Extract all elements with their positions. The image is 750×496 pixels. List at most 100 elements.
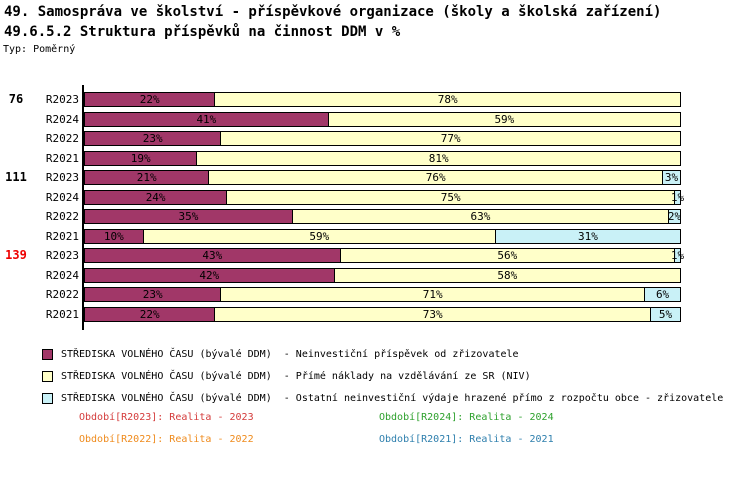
bar-segment: 22% bbox=[84, 92, 216, 107]
bar-segment: 21% bbox=[84, 170, 210, 185]
row-period-label: R2022 bbox=[45, 210, 79, 223]
row-period-label: R2022 bbox=[45, 132, 79, 145]
stacked-bar: 19% 81% bbox=[84, 150, 681, 166]
bar-segment: 1% bbox=[671, 189, 684, 205]
stacked-bar: 24% 75% 1% bbox=[84, 189, 684, 205]
stacked-bar: 22% 78% bbox=[84, 92, 681, 107]
bar-row: R2024 41% 59% bbox=[0, 111, 750, 127]
bar-segment: 5% bbox=[651, 306, 681, 322]
legend-item: STŘEDISKA VOLNÉHO ČASU (bývalé DDM) - Os… bbox=[0, 392, 750, 404]
chart-legend: STŘEDISKA VOLNÉHO ČASU (bývalé DDM) - Ne… bbox=[0, 348, 750, 414]
row-period-label: R2023 bbox=[45, 249, 79, 262]
segment-value-label: 1% bbox=[670, 249, 685, 262]
bar-segment: 71% bbox=[221, 287, 646, 302]
row-period-label: R2021 bbox=[45, 229, 79, 243]
segment-value-label: 22% bbox=[139, 93, 160, 106]
segment-value-label: 76% bbox=[425, 171, 446, 184]
segment-value-label: 58% bbox=[497, 268, 518, 282]
segment-value-label: 1% bbox=[670, 190, 685, 204]
stacked-bar: 42% 58% bbox=[84, 267, 681, 283]
stacked-bar-chart: 76 R2023 22% 78% R2024 41% 59% R2022 23% 77% R2021… bbox=[0, 85, 750, 335]
segment-value-label: 56% bbox=[497, 249, 518, 262]
page-title: 49. Samospráva ve školství - příspěvkové… bbox=[4, 4, 662, 20]
segment-value-label: 2% bbox=[667, 210, 682, 223]
group-label: 111 bbox=[5, 170, 27, 184]
segment-value-label: 78% bbox=[437, 93, 458, 106]
bar-segment: 10% bbox=[84, 228, 144, 244]
legend-item: STŘEDISKA VOLNÉHO ČASU (bývalé DDM) - Př… bbox=[0, 370, 750, 382]
bar-segment: 6% bbox=[645, 287, 681, 302]
segment-value-label: 63% bbox=[470, 210, 491, 223]
stacked-bar: 23% 71% 6% bbox=[84, 287, 681, 302]
segment-value-label: 3% bbox=[664, 171, 679, 184]
bar-segment: 24% bbox=[84, 189, 228, 205]
bar-row: 139 R2023 43% 56% 1% bbox=[0, 248, 750, 263]
segment-value-label: 59% bbox=[494, 112, 515, 126]
row-period-label: R2021 bbox=[45, 151, 79, 165]
period-definition-label: Období[R2021]: Realita - 2021 bbox=[379, 434, 554, 445]
bar-segment: 22% bbox=[84, 306, 216, 322]
bar-segment: 73% bbox=[215, 306, 652, 322]
row-period-label: R2022 bbox=[45, 288, 79, 301]
legend-swatch bbox=[42, 370, 53, 382]
bar-segment: 23% bbox=[84, 131, 222, 146]
bar-segment: 2% bbox=[667, 209, 682, 224]
segment-value-label: 22% bbox=[139, 307, 160, 321]
legend-swatch bbox=[42, 392, 53, 404]
chart-type-label: Typ: Poměrný bbox=[3, 44, 76, 55]
bar-segment: 75% bbox=[227, 189, 676, 205]
bar-row: R2024 24% 75% 1% bbox=[0, 189, 750, 205]
bar-row: R2022 23% 77% bbox=[0, 131, 750, 146]
bar-segment: 59% bbox=[328, 111, 681, 127]
legend-item: STŘEDISKA VOLNÉHO ČASU (bývalé DDM) - Ne… bbox=[0, 348, 750, 360]
bar-segment: 19% bbox=[84, 150, 198, 166]
segment-value-label: 42% bbox=[199, 268, 220, 282]
bar-segment: 63% bbox=[292, 209, 670, 224]
stacked-bar: 43% 56% 1% bbox=[84, 248, 685, 263]
bar-group: 76 R2023 22% 78% R2024 41% 59% R2022 23% 77% R2021… bbox=[0, 92, 750, 166]
chart-groups: 76 R2023 22% 78% R2024 41% 59% R2022 23% 77% R2021… bbox=[0, 92, 750, 326]
chart-title: 49.6.5.2 Struktura příspěvků na činnost … bbox=[4, 24, 401, 40]
segment-value-label: 75% bbox=[440, 190, 461, 204]
bar-segment: 35% bbox=[84, 209, 293, 224]
bar-segment: 41% bbox=[84, 111, 329, 127]
bar-group: 139 R2023 43% 56% 1% R2024 42% 58% R2022 23% 71% 6%… bbox=[0, 248, 750, 322]
bar-segment: 43% bbox=[84, 248, 341, 263]
bar-segment: 59% bbox=[143, 228, 496, 244]
stacked-bar: 22% 73% 5% bbox=[84, 306, 681, 322]
segment-value-label: 24% bbox=[145, 190, 166, 204]
bar-row: R2021 22% 73% 5% bbox=[0, 306, 750, 322]
segment-value-label: 59% bbox=[309, 229, 330, 243]
bar-row: 111 R2023 21% 76% 3% bbox=[0, 170, 750, 185]
segment-value-label: 23% bbox=[142, 132, 163, 145]
row-period-label: R2023 bbox=[45, 93, 79, 106]
bar-segment: 31% bbox=[495, 228, 681, 244]
row-period-label: R2024 bbox=[45, 268, 79, 282]
segment-value-label: 77% bbox=[440, 132, 461, 145]
group-label: 76 bbox=[8, 92, 24, 106]
bar-segment: 78% bbox=[215, 92, 681, 107]
segment-value-label: 21% bbox=[136, 171, 157, 184]
segment-value-label: 6% bbox=[655, 288, 670, 301]
y-axis-line bbox=[82, 85, 84, 330]
bar-row: R2022 23% 71% 6% bbox=[0, 287, 750, 302]
legend-swatch bbox=[42, 348, 53, 360]
segment-value-label: 31% bbox=[578, 229, 598, 243]
segment-value-label: 43% bbox=[202, 249, 223, 262]
bar-segment: 58% bbox=[334, 267, 681, 283]
segment-value-label: 41% bbox=[196, 112, 217, 126]
stacked-bar: 41% 59% bbox=[84, 111, 681, 127]
segment-value-label: 73% bbox=[422, 307, 443, 321]
segment-value-label: 35% bbox=[178, 210, 199, 223]
bar-segment: 76% bbox=[209, 170, 664, 185]
bar-segment: 81% bbox=[197, 150, 681, 166]
row-period-label: R2024 bbox=[45, 112, 79, 126]
bar-segment: 42% bbox=[84, 267, 335, 283]
segment-value-label: 81% bbox=[428, 151, 449, 165]
row-period-label: R2024 bbox=[45, 190, 79, 204]
bar-segment: 77% bbox=[221, 131, 681, 146]
bar-row: 76 R2023 22% 78% bbox=[0, 92, 750, 107]
segment-value-label: 23% bbox=[142, 288, 163, 301]
bar-row: R2022 35% 63% 2% bbox=[0, 209, 750, 224]
